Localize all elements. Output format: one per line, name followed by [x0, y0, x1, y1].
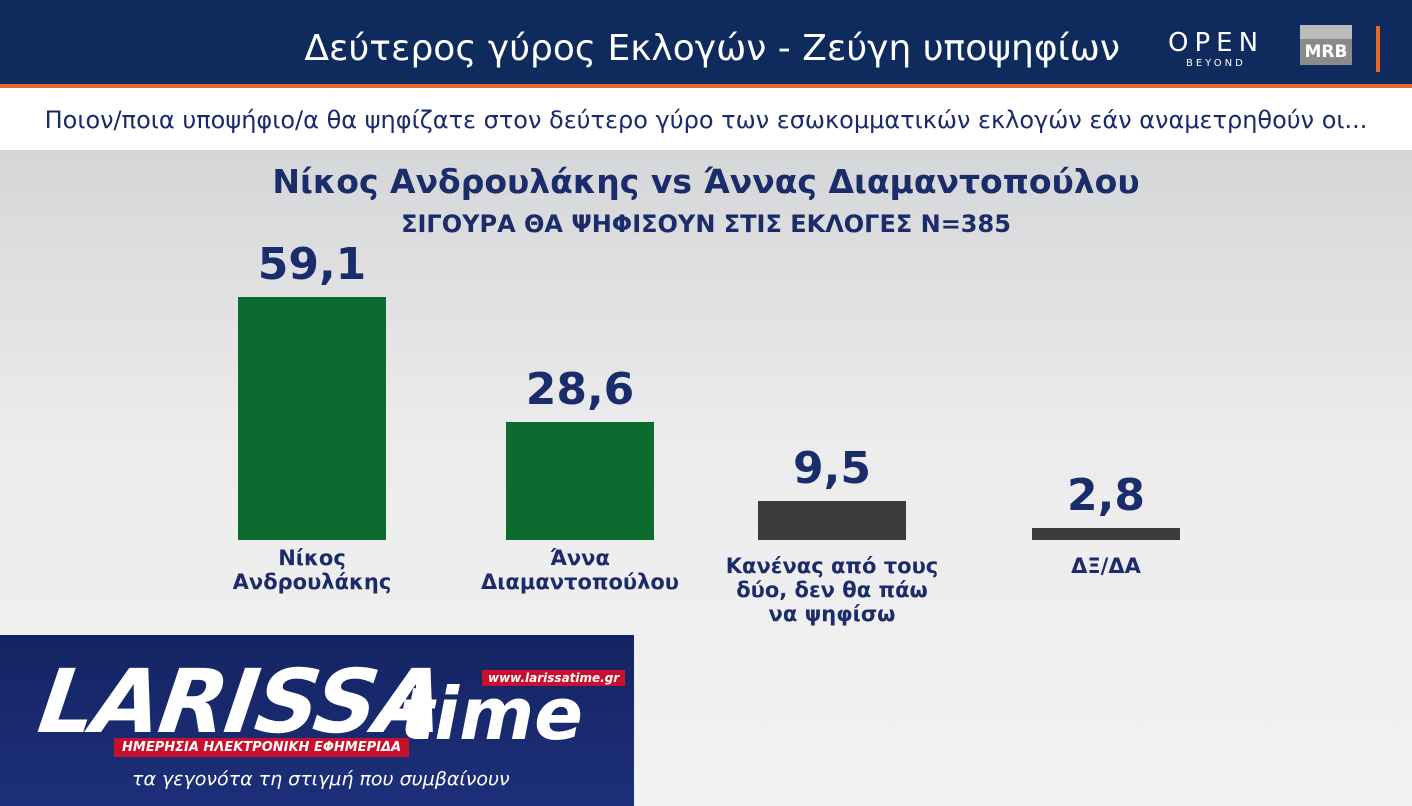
watermark-slogan: τα γεγονότα τη στιγμή που συμβαίνουν — [132, 768, 510, 790]
value-label: 28,6 — [525, 364, 635, 416]
header-title: Δεύτερος γύρος Εκλογών - Ζεύγη υποψηφίων — [304, 28, 1120, 69]
question: Ποιον/ποια υποψήφιο/α θα ψηφίζατε στον δ… — [0, 88, 1412, 150]
watermark-url: www.larissatime.gr — [482, 670, 626, 686]
category-label: Άννα Διαμαντοπούλου — [481, 546, 679, 594]
watermark-box — [0, 635, 634, 806]
logo-mrb: MRB — [1300, 25, 1352, 65]
bar — [758, 500, 906, 540]
logo-beyond: BEYOND — [1186, 58, 1246, 69]
category-label: Νίκος Ανδρουλάκης — [232, 546, 392, 594]
bar — [506, 422, 654, 540]
logo-open: OPEN — [1168, 28, 1265, 58]
header-bar — [0, 0, 1412, 88]
value-label: 9,5 — [793, 442, 871, 494]
chart-subtitle: ΣΙΓΟΥΡΑ ΘΑ ΨΗΦΙΣΟΥΝ ΣΤΙΣ ΕΚΛΟΓΕΣ N=385 — [401, 210, 1011, 238]
divider — [1376, 26, 1380, 72]
watermark-tagline: ΗΜΕΡΗΣΙΑ ΗΛΕΚΤΡΟΝΙΚΗ ΕΦΗΜΕΡΙΔΑ — [114, 738, 410, 757]
value-label: 59,1 — [257, 238, 367, 290]
category-label: Κανένας από τους δύο, δεν θα πάω να ψηφί… — [725, 554, 939, 626]
watermark-time: time — [400, 672, 583, 756]
value-label: 2,8 — [1067, 470, 1145, 522]
category-label: ΔΞ/ΔΑ — [1071, 554, 1141, 578]
bar — [1032, 528, 1180, 540]
bar — [238, 296, 386, 540]
chart-title: Νίκος Ανδρουλάκης vs Άννας Διαμαντοπούλο… — [272, 162, 1140, 201]
